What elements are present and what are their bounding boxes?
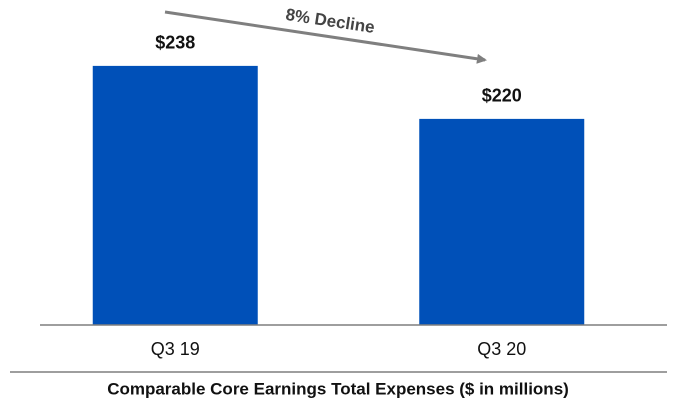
data-label: $238	[155, 33, 195, 53]
trend-arrow	[164, 10, 487, 64]
bar	[92, 65, 258, 325]
bar	[419, 118, 585, 325]
x-tick-label: Q3 19	[151, 339, 200, 359]
chart-title: Comparable Core Earnings Total Expenses …	[107, 379, 569, 398]
x-tick-label: Q3 20	[477, 339, 526, 359]
data-label: $220	[482, 86, 522, 106]
